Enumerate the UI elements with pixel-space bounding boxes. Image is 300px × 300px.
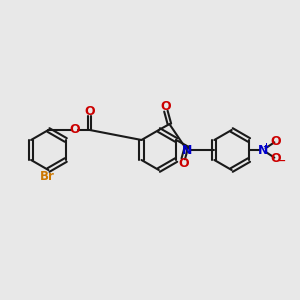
Text: O: O — [270, 152, 281, 165]
Text: O: O — [178, 157, 189, 170]
Text: Br: Br — [40, 170, 54, 183]
Text: O: O — [84, 105, 95, 118]
Text: N: N — [182, 143, 192, 157]
Text: +: + — [262, 142, 269, 151]
Text: O: O — [270, 135, 281, 148]
Text: O: O — [69, 124, 80, 136]
Text: O: O — [160, 100, 171, 113]
Text: −: − — [278, 156, 286, 166]
Text: N: N — [257, 143, 268, 157]
